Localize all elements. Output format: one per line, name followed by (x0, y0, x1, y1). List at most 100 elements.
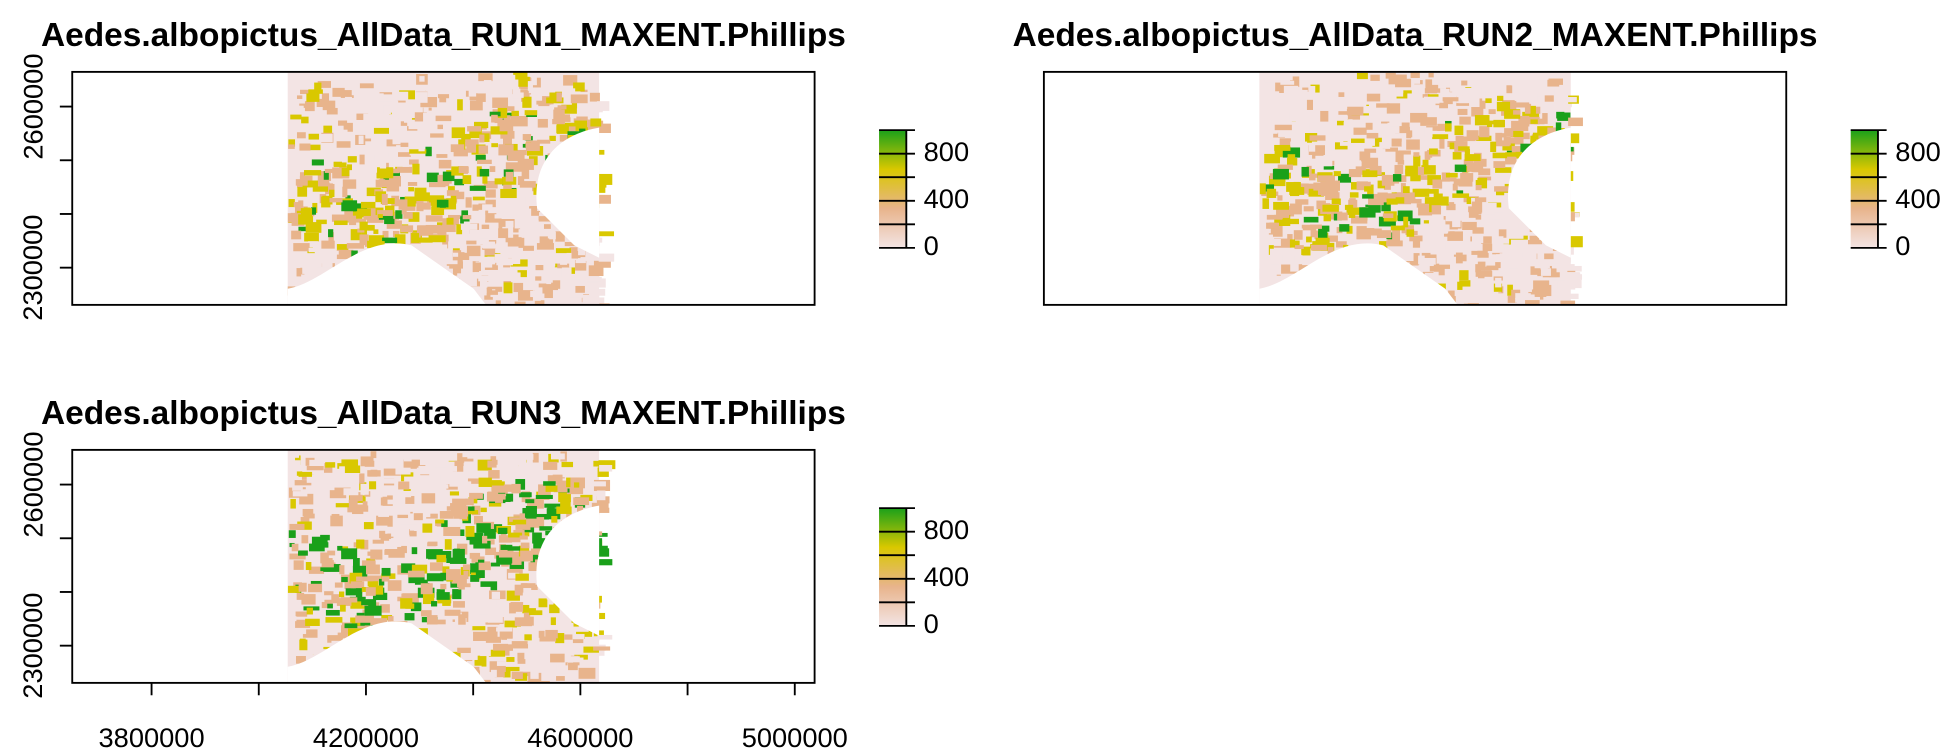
raster-cell (1472, 227, 1484, 234)
raster-cell (1322, 204, 1339, 212)
raster-cell (504, 628, 513, 639)
raster-cell (501, 106, 515, 112)
raster-cell (1351, 215, 1368, 224)
raster-cell (364, 125, 376, 134)
raster-cell (471, 554, 479, 563)
raster-cell (433, 619, 446, 625)
raster-cell (407, 570, 425, 578)
raster-cell (1451, 275, 1458, 281)
raster-cell (567, 126, 576, 133)
raster-cell (1527, 294, 1540, 303)
raster-cell (468, 88, 478, 97)
raster-cell (290, 493, 299, 504)
raster-cell (450, 505, 469, 517)
raster-cell (1366, 93, 1381, 102)
raster-cell (459, 275, 477, 287)
raster-cell (311, 536, 328, 547)
raster-cell (476, 286, 487, 296)
raster-cell (305, 561, 312, 571)
raster-cell (1353, 161, 1362, 167)
raster-cell (1464, 154, 1481, 161)
raster-cell (418, 202, 431, 210)
raster-cell (445, 72, 452, 82)
raster-cell (1554, 88, 1566, 98)
raster-cell (341, 200, 358, 212)
raster-cell (314, 82, 322, 91)
colorbar-label: 800 (924, 136, 969, 167)
raster-cell (514, 617, 532, 627)
raster-cell (447, 461, 458, 472)
raster-cell (1425, 79, 1433, 90)
raster-cell (557, 105, 567, 110)
raster-cell (568, 662, 578, 671)
raster-cell (1491, 212, 1504, 220)
raster-cell (1447, 231, 1463, 241)
raster-cell (440, 497, 451, 507)
raster-cell (1452, 193, 1470, 198)
raster-cell (518, 229, 524, 238)
raster-cell (1271, 119, 1281, 127)
raster-cell (410, 602, 422, 612)
raster-cell (302, 508, 314, 517)
raster-cell (1402, 186, 1410, 194)
raster-cell (1323, 214, 1331, 222)
raster-cell (517, 290, 535, 301)
raster-cell (350, 600, 366, 609)
raster-cell (346, 243, 365, 249)
raster-cell (479, 586, 491, 591)
raster-cell (1406, 130, 1413, 139)
raster-cell (329, 490, 347, 499)
raster-cell (323, 125, 333, 134)
raster-cell (531, 74, 537, 86)
raster-cell (1555, 122, 1562, 133)
raster-cell (1310, 226, 1317, 238)
raster-cell (487, 491, 499, 496)
raster-cell (1435, 88, 1445, 93)
raster-cell (1311, 244, 1327, 251)
raster-cell (1396, 88, 1412, 99)
raster-cell (467, 126, 482, 132)
raster-cell (583, 646, 599, 653)
raster-cell (1443, 98, 1453, 105)
raster-cell (450, 144, 465, 153)
raster-cell (504, 267, 511, 273)
raster-cell (1459, 116, 1471, 125)
raster-cell (387, 580, 402, 591)
raster-cell (536, 243, 554, 250)
raster-cell (452, 267, 462, 276)
raster-cell (1485, 98, 1492, 104)
raster-cell (350, 581, 365, 589)
raster-cell (446, 198, 457, 204)
raster-cell (288, 616, 297, 622)
raster-cell (494, 254, 508, 262)
raster-cell (337, 463, 346, 469)
raster-cell (429, 182, 446, 188)
raster-cell (503, 138, 512, 149)
raster-cell (530, 592, 543, 603)
raster-cell (1395, 122, 1410, 134)
raster-cell (490, 562, 500, 567)
raster-cell (537, 640, 555, 647)
raster-cell (1309, 175, 1316, 181)
raster-cell (475, 154, 486, 161)
colorbar (879, 508, 907, 626)
raster-cell (444, 609, 461, 616)
raster-cell (325, 617, 343, 623)
raster-cell (598, 231, 615, 237)
raster-cell (537, 98, 554, 105)
raster-cell (510, 602, 524, 612)
raster-cell (507, 546, 521, 551)
raster-cell (1302, 256, 1311, 266)
raster-cell (509, 196, 526, 205)
raster-cell (517, 270, 527, 278)
raster-cell (580, 257, 594, 261)
raster-cell (573, 497, 590, 506)
raster-cell (482, 172, 488, 184)
raster-cell (439, 550, 452, 559)
raster-cell (326, 107, 338, 115)
raster-cell (420, 610, 432, 617)
raster-cell (1309, 173, 1325, 178)
raster-cell (1337, 212, 1348, 221)
raster-cell (441, 520, 448, 528)
raster-cell (414, 187, 427, 197)
